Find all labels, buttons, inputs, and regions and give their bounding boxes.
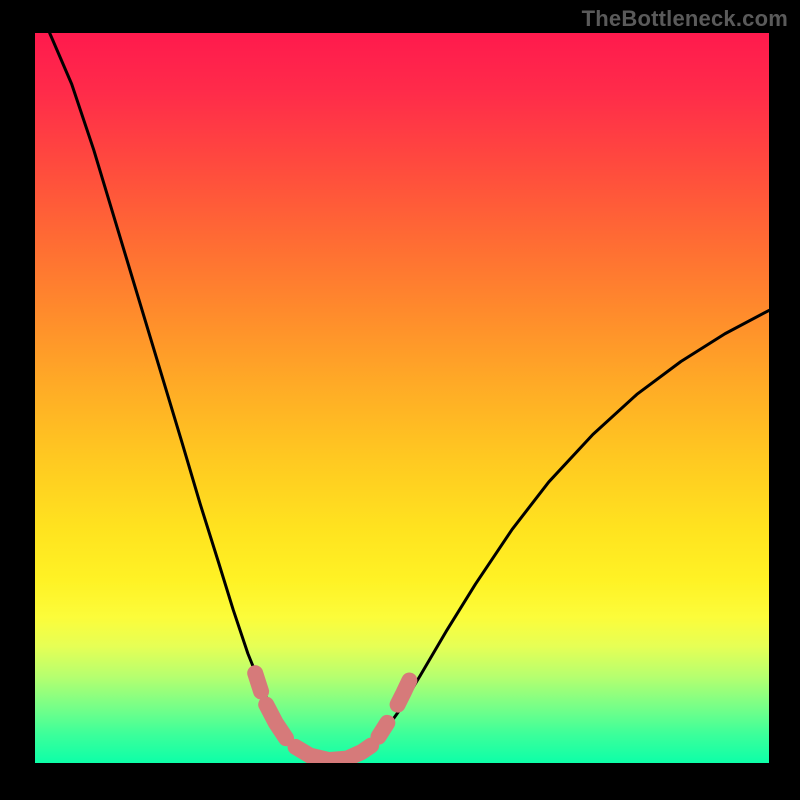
watermark-text: TheBottleneck.com bbox=[582, 6, 788, 32]
chart-svg bbox=[0, 0, 800, 800]
highlight-segment bbox=[379, 723, 388, 737]
chart-canvas: TheBottleneck.com bbox=[0, 0, 800, 800]
highlight-segment bbox=[255, 673, 261, 691]
highlight-segment bbox=[398, 681, 410, 705]
